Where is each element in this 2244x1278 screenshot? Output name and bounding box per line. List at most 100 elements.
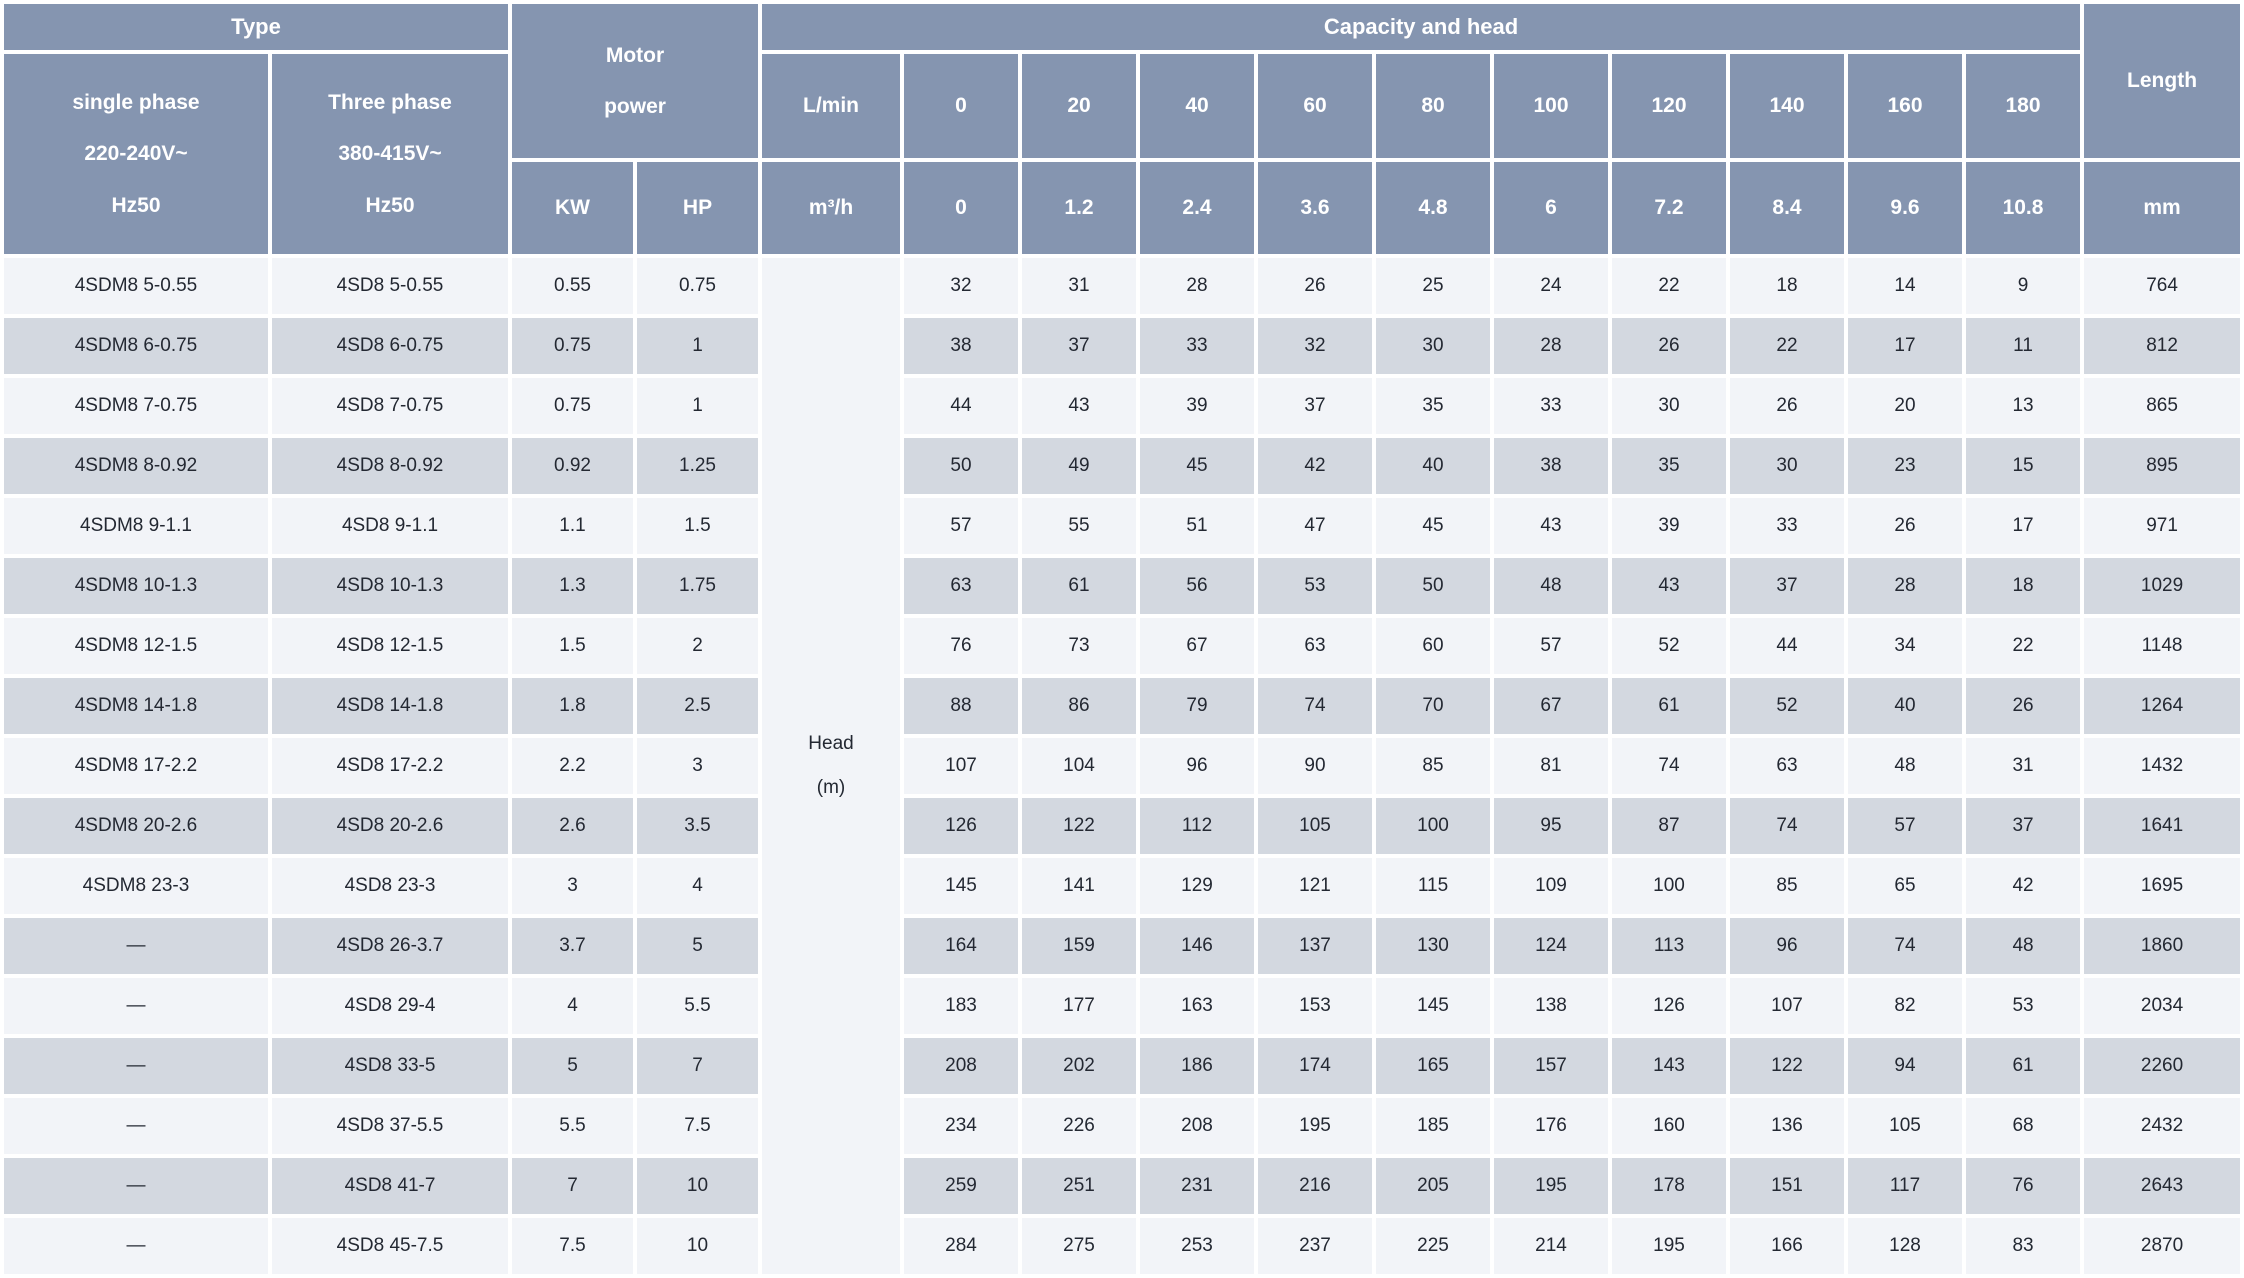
table-row: —4SD8 26-3.7 3.7 5 164 159 146 137 130 124 113 96 7… bbox=[4, 918, 2241, 974]
head-value: 195 bbox=[1494, 1158, 1608, 1214]
length-value: 1029 bbox=[2084, 558, 2241, 614]
header-row-top: Type Motor power Capacity and head Lengt… bbox=[4, 4, 2241, 158]
head-value: 26 bbox=[1612, 318, 1726, 374]
head-value: 67 bbox=[1494, 678, 1608, 734]
head-value: 37 bbox=[1730, 558, 1844, 614]
three-phase-model: 4SD8 26-3.7 bbox=[272, 918, 508, 974]
head-value: 105 bbox=[1848, 1098, 1962, 1154]
header-m3h-value: 7.2 bbox=[1612, 162, 1726, 254]
head-value: 74 bbox=[1258, 678, 1372, 734]
hp-value: 2 bbox=[637, 618, 758, 674]
three-phase-model: 4SD8 45-7.5 bbox=[272, 1218, 508, 1274]
single-phase-model: — bbox=[4, 1158, 268, 1214]
head-value: 49 bbox=[1022, 438, 1136, 494]
head-value: 90 bbox=[1258, 738, 1372, 794]
head-value: 159 bbox=[1022, 918, 1136, 974]
header-lmin-value: 80 bbox=[1376, 54, 1490, 158]
hp-value: 10 bbox=[637, 1218, 758, 1274]
length-value: 1695 bbox=[2084, 858, 2241, 914]
single-phase-model: 4SDM8 17-2.2 bbox=[4, 738, 268, 794]
head-value: 17 bbox=[1848, 318, 1962, 374]
table-row: —4SD8 33-5 5 7 208 202 186 174 165 157 143 122 94 61… bbox=[4, 1038, 2241, 1094]
single-phase-model: 4SDM8 10-1.3 bbox=[4, 558, 268, 614]
hp-value: 5 bbox=[637, 918, 758, 974]
head-value: 56 bbox=[1140, 558, 1254, 614]
head-value: 195 bbox=[1258, 1098, 1372, 1154]
head-value: 95 bbox=[1494, 798, 1608, 854]
head-value: 55 bbox=[1022, 498, 1136, 554]
head-value: 138 bbox=[1494, 978, 1608, 1034]
header-row-flow-m3h: KW HP m³/h 0 1.2 2.4 3.6 4.8 6 7.2 8.4 9.6 10.8 mm bbox=[4, 162, 2241, 254]
hp-value: 7.5 bbox=[637, 1098, 758, 1154]
length-value: 971 bbox=[2084, 498, 2241, 554]
kw-value: 1.1 bbox=[512, 498, 633, 554]
table-row: 4SDM8 5-0.55 4SD8 5-0.55 0.55 0.75 Head (m) 3… bbox=[4, 258, 2241, 1274]
head-value: 163 bbox=[1140, 978, 1254, 1034]
single-phase-model: 4SDM8 20-2.6 bbox=[4, 798, 268, 854]
head-value: 37 bbox=[1966, 798, 2081, 854]
head-value: 231 bbox=[1140, 1158, 1254, 1214]
head-value: 88 bbox=[904, 678, 1018, 734]
length-value: 895 bbox=[2084, 438, 2241, 494]
single-phase-model: — bbox=[4, 1218, 268, 1274]
head-value: 45 bbox=[1376, 498, 1490, 554]
single-phase-model: — bbox=[4, 1038, 268, 1094]
header-m3h-value: 8.4 bbox=[1730, 162, 1844, 254]
head-value: 225 bbox=[1376, 1218, 1490, 1274]
head-value: 67 bbox=[1140, 618, 1254, 674]
header-m3h-value: 1.2 bbox=[1022, 162, 1136, 254]
head-value: 122 bbox=[1730, 1038, 1844, 1094]
head-value: 124 bbox=[1494, 918, 1608, 974]
head-value: 63 bbox=[1258, 618, 1372, 674]
head-value: 165 bbox=[1376, 1038, 1490, 1094]
head-value: 32 bbox=[1258, 318, 1372, 374]
head-value: 30 bbox=[1376, 318, 1490, 374]
head-value: 70 bbox=[1376, 678, 1490, 734]
table-row: —4SD8 45-7.5 7.5 10 284 275 253 237 225 214 195 16… bbox=[4, 1218, 2241, 1274]
head-value: 15 bbox=[1966, 438, 2081, 494]
kw-value: 3.7 bbox=[512, 918, 633, 974]
head-value: 40 bbox=[1376, 438, 1490, 494]
table-row: 4SDM8 6-0.75 4SD8 6-0.75 0.75 1 38 37 33 32 30 28… bbox=[4, 318, 2241, 374]
head-value: 195 bbox=[1612, 1218, 1726, 1274]
header-lmin-value: 40 bbox=[1140, 54, 1254, 158]
head-value: 113 bbox=[1612, 918, 1726, 974]
kw-value: 7 bbox=[512, 1158, 633, 1214]
head-value: 22 bbox=[1966, 618, 2081, 674]
header-m3h-value: 10.8 bbox=[1966, 162, 2081, 254]
header-lmin-value: 140 bbox=[1730, 54, 1844, 158]
head-value: 151 bbox=[1730, 1158, 1844, 1214]
head-value: 100 bbox=[1376, 798, 1490, 854]
head-value: 74 bbox=[1730, 798, 1844, 854]
head-value: 38 bbox=[1494, 438, 1608, 494]
head-value: 50 bbox=[904, 438, 1018, 494]
table-row: 4SDM8 9-1.1 4SD8 9-1.1 1.1 1.5 57 55 51 47 45 43 3… bbox=[4, 498, 2241, 554]
head-value: 176 bbox=[1494, 1098, 1608, 1154]
head-value: 126 bbox=[904, 798, 1018, 854]
table-row: 4SDM8 12-1.5 4SD8 12-1.5 1.5 2 76 73 67 63 60 57 5… bbox=[4, 618, 2241, 674]
hp-value: 3.5 bbox=[637, 798, 758, 854]
header-lmin-value: 180 bbox=[1966, 54, 2081, 158]
head-value: 53 bbox=[1258, 558, 1372, 614]
head-value: 33 bbox=[1730, 498, 1844, 554]
three-phase-model: 4SD8 20-2.6 bbox=[272, 798, 508, 854]
head-value: 28 bbox=[1848, 558, 1962, 614]
hp-value: 1.75 bbox=[637, 558, 758, 614]
three-phase-model: 4SD8 12-1.5 bbox=[272, 618, 508, 674]
head-value: 96 bbox=[1140, 738, 1254, 794]
three-phase-model: 4SD8 5-0.55 bbox=[272, 258, 508, 314]
three-phase-model: 4SD8 8-0.92 bbox=[272, 438, 508, 494]
head-value: 105 bbox=[1258, 798, 1372, 854]
kw-value: 2.2 bbox=[512, 738, 633, 794]
head-value: 143 bbox=[1612, 1038, 1726, 1094]
head-value: 85 bbox=[1730, 858, 1844, 914]
head-value: 83 bbox=[1966, 1218, 2081, 1274]
head-value: 112 bbox=[1140, 798, 1254, 854]
hp-value: 10 bbox=[637, 1158, 758, 1214]
head-value: 23 bbox=[1848, 438, 1962, 494]
kw-value: 4 bbox=[512, 978, 633, 1034]
header-lmin-value: 20 bbox=[1022, 54, 1136, 158]
head-value: 177 bbox=[1022, 978, 1136, 1034]
head-value: 57 bbox=[1848, 798, 1962, 854]
length-value: 865 bbox=[2084, 378, 2241, 434]
